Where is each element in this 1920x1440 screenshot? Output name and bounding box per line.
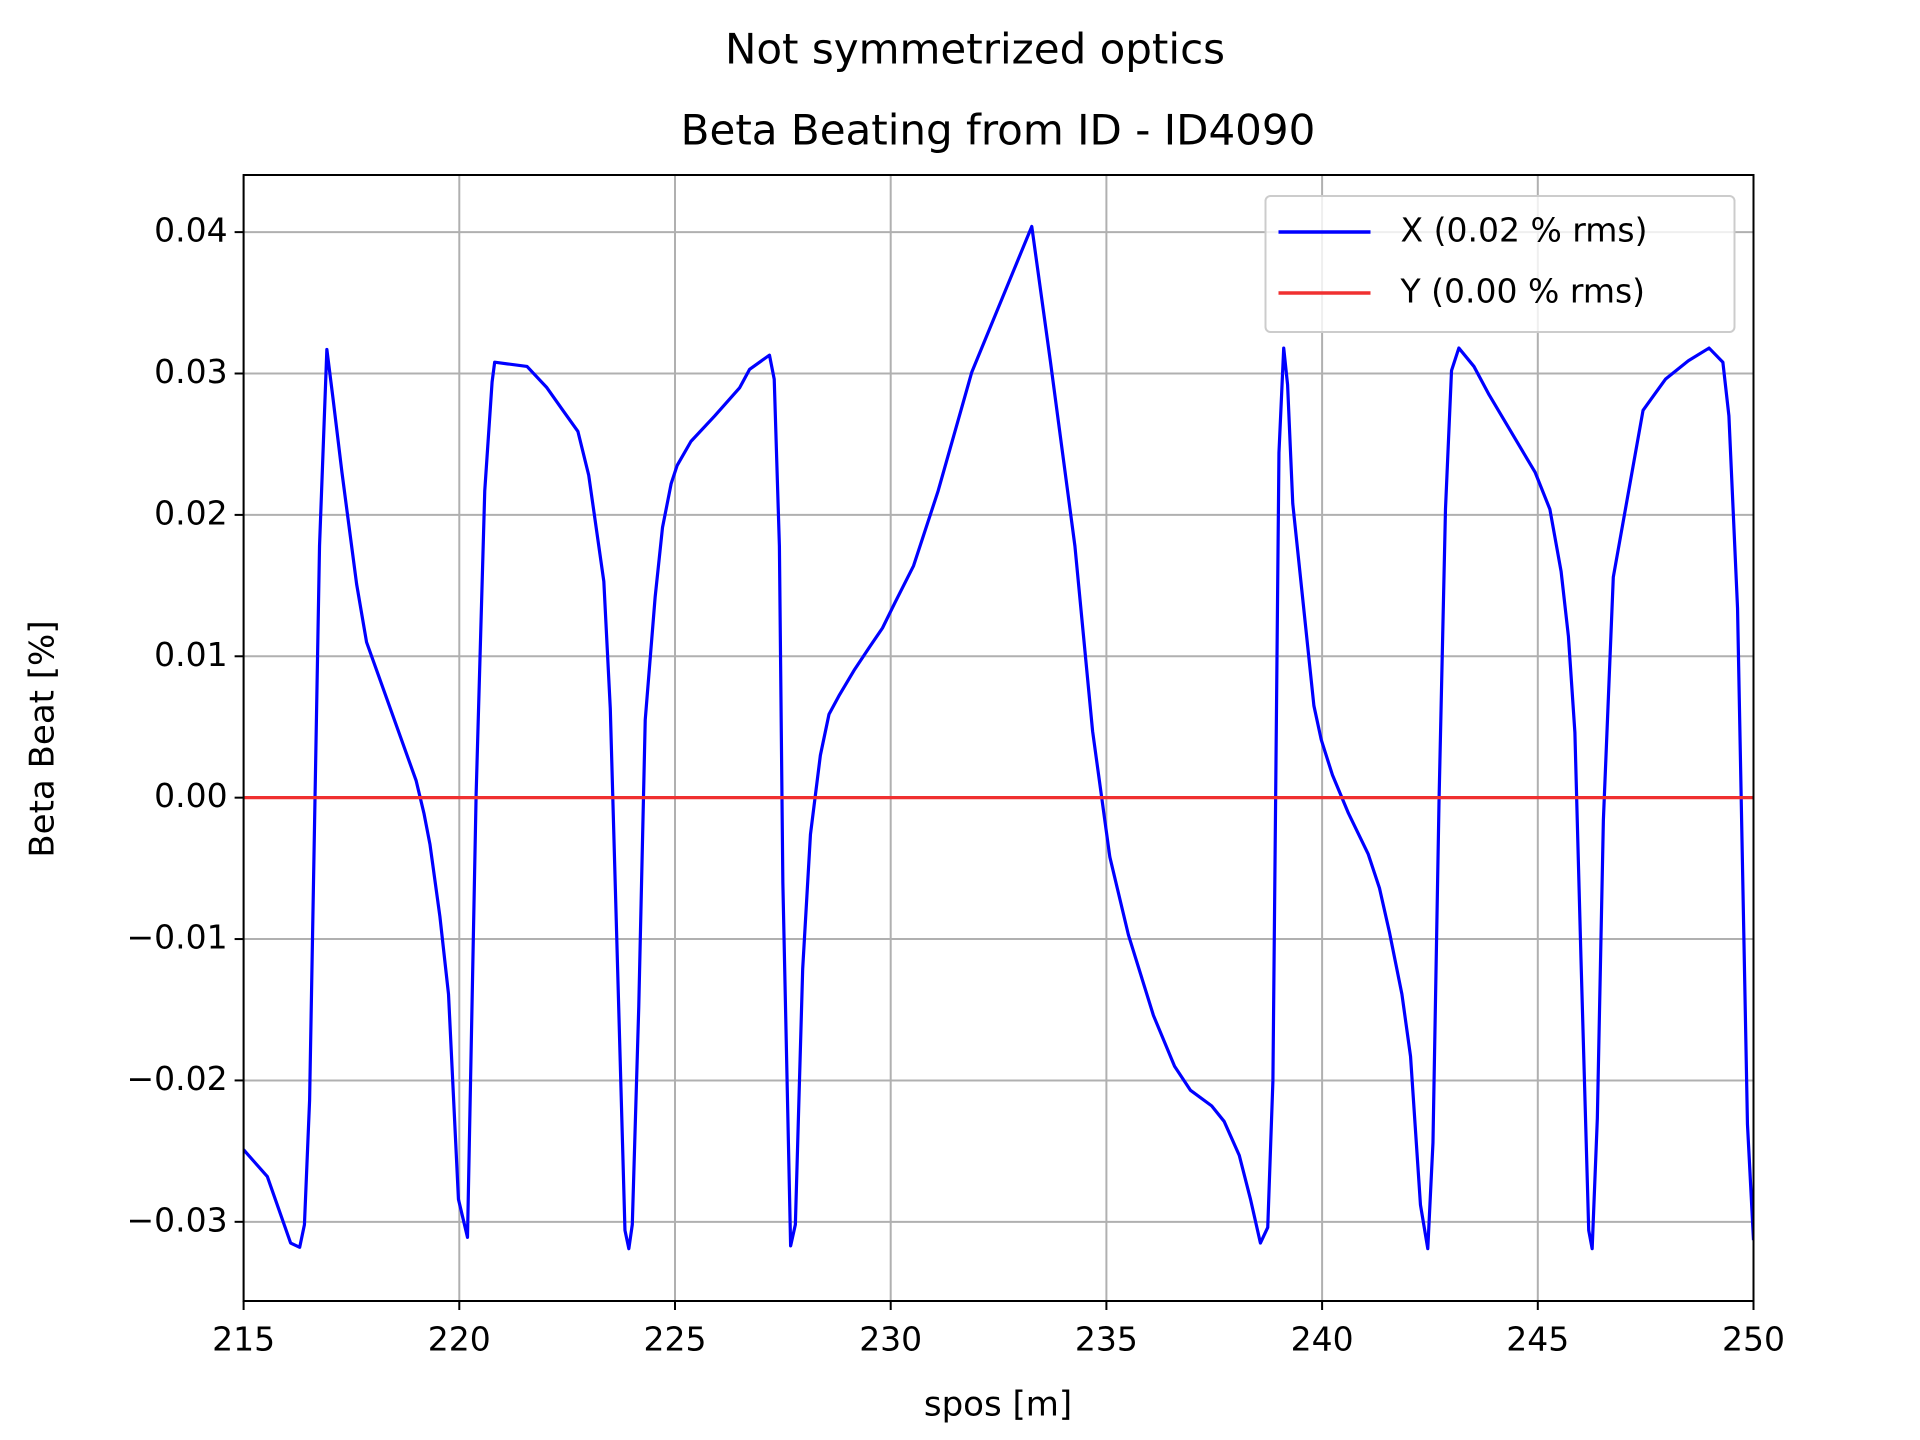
y-tick-label: 0.04 xyxy=(154,211,227,250)
x-tick-label: 215 xyxy=(212,1320,275,1359)
legend-label: X (0.02 % rms) xyxy=(1401,211,1648,250)
plot-frame xyxy=(242,174,1755,1302)
x-tick-label: 220 xyxy=(428,1320,491,1359)
y-tick-label: 0.02 xyxy=(154,493,227,532)
y-tick-label: 0.01 xyxy=(154,635,227,674)
chart-subtitle: Beta Beating from ID - ID4090 xyxy=(681,106,1316,155)
chart-title: Not symmetrized optics xyxy=(725,25,1225,74)
x-tick-label: 250 xyxy=(1722,1320,1785,1359)
x-tick-label: 230 xyxy=(859,1320,922,1359)
x-tick-label: 235 xyxy=(1075,1320,1138,1359)
y-tick-label: −0.02 xyxy=(126,1059,227,1098)
x-axis-label: spos [m] xyxy=(924,1385,1072,1425)
y-tick-label: −0.03 xyxy=(126,1200,227,1239)
legend-label: Y (0.00 % rms) xyxy=(1400,272,1646,311)
y-tick-label: 0.00 xyxy=(154,776,227,815)
x-tick-label: 225 xyxy=(644,1320,707,1359)
y-tick-label: 0.03 xyxy=(154,352,227,391)
legend-box xyxy=(1264,195,1736,333)
x-tick-label: 240 xyxy=(1291,1320,1354,1359)
y-tick-label: −0.01 xyxy=(126,918,227,957)
x-tick-label: 245 xyxy=(1506,1320,1569,1359)
y-axis-label: Beta Beat [%] xyxy=(23,620,63,857)
data-line xyxy=(243,224,1754,1251)
